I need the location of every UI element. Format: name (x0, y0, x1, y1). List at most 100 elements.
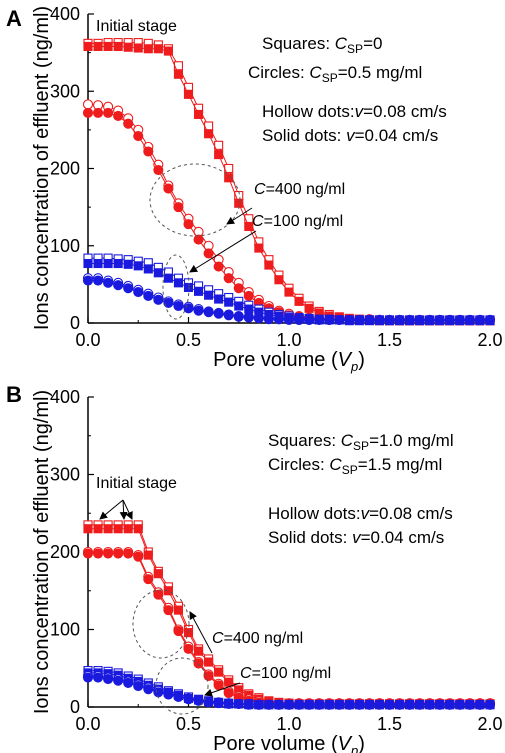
data-point (163, 183, 174, 194)
x-tick-label: 0.5 (176, 714, 201, 734)
data-point (234, 301, 244, 311)
data-point (404, 314, 415, 325)
data-point (173, 605, 183, 615)
annotation-arrow (99, 499, 124, 520)
data-point (434, 699, 445, 710)
data-point (133, 43, 143, 53)
data-point (133, 524, 143, 534)
data-point (223, 687, 234, 699)
legend-var: v (346, 126, 356, 145)
legend-sub: SP (353, 439, 369, 453)
legend-var: v (355, 102, 365, 121)
panel-label: A (6, 6, 22, 31)
data-point (133, 287, 144, 298)
data-point (163, 605, 174, 616)
data-point (163, 297, 174, 308)
data-point (193, 234, 204, 245)
legend-value: =0 (363, 34, 382, 53)
data-point (143, 550, 153, 560)
data-point (233, 311, 244, 322)
data-point (213, 261, 224, 272)
data-point (163, 46, 173, 56)
data-point (103, 41, 113, 51)
data-point (253, 313, 264, 324)
legend-value: =1.5 mg/ml (358, 455, 443, 474)
data-point (83, 524, 93, 534)
legend-text: Hollow dots: (268, 504, 361, 523)
data-point (374, 699, 385, 710)
data-point (314, 699, 325, 710)
legend-value: =0.08 cm/s (369, 504, 453, 523)
legend-value: =0.04 cm/s (361, 528, 445, 547)
legend-text: Hollow dots: (262, 102, 355, 121)
annotation-var: C (240, 665, 252, 682)
data-point (294, 296, 304, 306)
data-point (123, 548, 134, 559)
data-point (324, 314, 335, 325)
data-point (183, 643, 194, 654)
data-point (203, 670, 214, 682)
data-point (153, 44, 163, 54)
y-tick-label: 300 (50, 81, 80, 101)
data-point (113, 675, 124, 686)
data-point (384, 314, 395, 325)
data-point (173, 300, 184, 312)
x-tick-label: 0.0 (75, 714, 100, 734)
legend-value: =1.0 mg/ml (369, 431, 454, 450)
x-tick-label: 0.5 (176, 330, 201, 350)
data-point (93, 107, 104, 118)
legend-line: Circles: CSP=0.5 mg/ml (248, 63, 422, 85)
legend-line: Solid dots: v=0.04 cm/s (268, 528, 444, 547)
data-point (93, 41, 103, 51)
data-point (153, 569, 163, 579)
data-point (93, 548, 104, 559)
data-point (233, 283, 244, 294)
data-point (334, 699, 345, 710)
data-point (283, 314, 295, 325)
data-point (314, 314, 325, 325)
data-point (464, 314, 475, 325)
legend-var: C (329, 455, 342, 474)
x-axis-title-end: ) (358, 349, 365, 371)
y-axis-title: Ions concentration of effluent (ng/ml) (31, 390, 53, 714)
y-tick-label: 200 (50, 542, 80, 562)
legend-var: v (361, 504, 371, 523)
highlight-ellipse (132, 589, 190, 659)
data-point (414, 314, 425, 325)
data-point (113, 258, 123, 269)
x-axis-title-sub: p (350, 743, 358, 753)
data-point (364, 314, 375, 325)
data-point (143, 44, 153, 54)
data-point (264, 260, 274, 270)
data-point (273, 699, 285, 710)
data-point (474, 314, 486, 325)
data-point (82, 99, 94, 110)
data-point (194, 646, 204, 656)
legend-line: Circles: CSP=1.5 mg/ml (268, 455, 442, 477)
data-point (304, 303, 314, 313)
data-point (133, 261, 143, 271)
data-point (224, 677, 234, 687)
data-point (354, 314, 365, 325)
data-point (113, 280, 124, 291)
legend-value: =0.08 cm/s (363, 102, 447, 121)
data-point (224, 173, 234, 183)
data-point (284, 287, 294, 297)
annotation-var: C (252, 213, 264, 230)
x-axis-title-var: V (338, 349, 353, 371)
y-tick-label: 100 (50, 236, 80, 256)
data-point (143, 146, 154, 157)
annotation-text: Initial stage (96, 18, 177, 35)
data-point (354, 699, 365, 710)
data-point (364, 699, 375, 710)
data-point (82, 548, 94, 559)
data-point (283, 699, 295, 710)
panel-label: B (6, 382, 22, 407)
legend-text: Circles: (268, 455, 329, 474)
data-point (334, 314, 345, 325)
highlight-ellipse (162, 254, 190, 320)
data-point (424, 699, 435, 710)
data-point (213, 680, 224, 691)
data-point (253, 699, 264, 710)
